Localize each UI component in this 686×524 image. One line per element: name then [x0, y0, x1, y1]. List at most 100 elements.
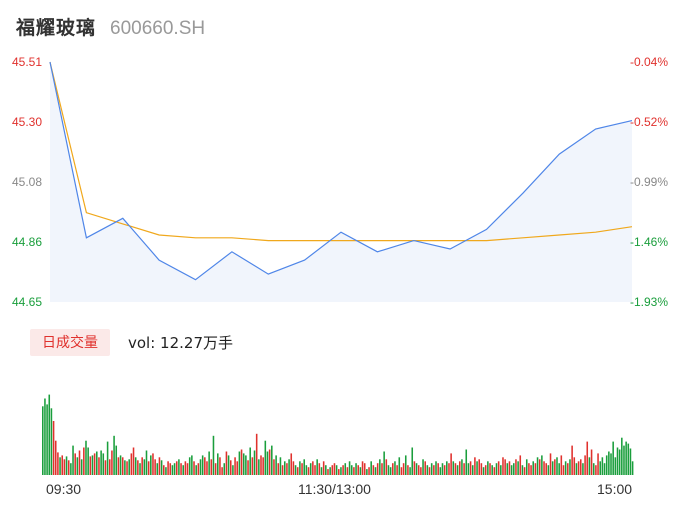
volume-bar	[428, 467, 431, 475]
volume-bar	[366, 469, 368, 475]
volume-bar	[74, 453, 76, 475]
volume-bar	[57, 452, 59, 475]
volume-bar	[303, 459, 305, 475]
volume-bar	[586, 441, 589, 475]
price-area-fill	[50, 62, 632, 302]
volume-bar	[344, 463, 347, 475]
volume-bar	[314, 465, 316, 475]
volume-bar	[363, 463, 366, 475]
volume-bar	[605, 455, 608, 475]
volume-bar	[601, 457, 604, 475]
volume-bar	[551, 461, 554, 475]
volume-bar	[141, 457, 143, 475]
volume-bar	[482, 467, 485, 475]
volume-bar	[532, 461, 535, 475]
volume-bar	[560, 455, 563, 475]
volume-bar	[435, 461, 437, 475]
volume-bar	[169, 463, 172, 475]
volume-bar	[299, 461, 301, 475]
volume-bar	[281, 465, 284, 475]
average-price-line	[49, 61, 633, 242]
volume-bar	[54, 440, 57, 475]
volume-bar	[111, 450, 113, 475]
volume-bar	[87, 447, 89, 475]
volume-bar	[493, 467, 496, 475]
volume-bar	[487, 461, 489, 475]
volume-bar	[173, 463, 176, 475]
volume-bar	[236, 461, 239, 475]
volume-bar	[234, 457, 236, 475]
volume-bar	[264, 440, 267, 475]
volume-bar	[223, 463, 226, 475]
volume-bar	[63, 459, 66, 475]
volume-bar	[52, 421, 55, 475]
volume-bar	[420, 467, 422, 475]
percent-tick-label: -0.04%	[630, 55, 669, 69]
volume-bar	[554, 459, 556, 475]
volume-bar	[355, 463, 357, 475]
volume-bar	[387, 465, 390, 475]
volume-bar	[510, 465, 513, 475]
volume-bar	[307, 467, 310, 475]
volume-bar	[67, 460, 70, 475]
volume-bar	[474, 457, 476, 475]
volume-bar	[476, 461, 478, 475]
volume-bar	[262, 457, 264, 475]
volume-bar	[42, 406, 44, 475]
volume-bar	[523, 467, 526, 475]
volume-bar	[577, 461, 580, 475]
volume-bar	[165, 467, 167, 475]
volume-bar	[158, 457, 161, 475]
volume-bar	[599, 461, 601, 475]
price-tick-label: 45.51	[12, 55, 43, 69]
volume-bar	[247, 460, 249, 475]
volume-bar	[534, 463, 537, 475]
volume-bar	[121, 457, 124, 475]
volume-bar	[253, 450, 256, 475]
volume-bar	[145, 450, 148, 475]
volume-bar	[245, 455, 247, 475]
volume-bar	[625, 441, 627, 475]
volume-bar	[448, 463, 450, 475]
volume-bar	[394, 461, 396, 475]
volume-bar	[614, 457, 617, 475]
percent-tick-label: -0.99%	[630, 175, 669, 189]
volume-bar	[372, 465, 375, 475]
volume-bar	[178, 459, 180, 475]
volume-bar	[132, 447, 135, 475]
volume-bar	[258, 459, 260, 475]
volume-bar	[465, 449, 468, 475]
volume-bar	[316, 459, 318, 475]
volume-bar	[93, 453, 96, 475]
volume-bar	[415, 463, 418, 475]
volume-bar	[186, 463, 189, 475]
volume-bar	[78, 450, 81, 475]
volume-bar	[312, 461, 314, 475]
daily-volume-button[interactable]: 日成交量	[30, 328, 110, 356]
volume-bar	[80, 459, 83, 475]
volume-bar	[279, 457, 282, 475]
volume-bar	[575, 463, 578, 475]
volume-bar	[370, 461, 372, 475]
volume-bar	[335, 465, 338, 475]
volume-bar	[454, 463, 457, 475]
volume-bar	[623, 445, 625, 475]
stock-code: 600660.SH	[110, 18, 206, 39]
volume-bar	[508, 461, 511, 475]
volume-bar	[329, 467, 331, 475]
volume-bar	[381, 463, 383, 475]
volume-bar	[582, 463, 584, 475]
volume-bar	[59, 457, 61, 475]
volume-bar	[251, 457, 254, 475]
volume-bar	[277, 463, 280, 475]
volume-bar	[500, 465, 502, 475]
volume-bar	[519, 455, 522, 475]
volume-bar	[100, 450, 102, 475]
time-label-close: 15:00	[597, 481, 633, 497]
volume-bar	[497, 461, 500, 475]
volume-bar	[301, 463, 303, 475]
volume-bar	[618, 449, 621, 475]
volume-bar	[595, 465, 597, 475]
volume-bar	[350, 465, 353, 475]
